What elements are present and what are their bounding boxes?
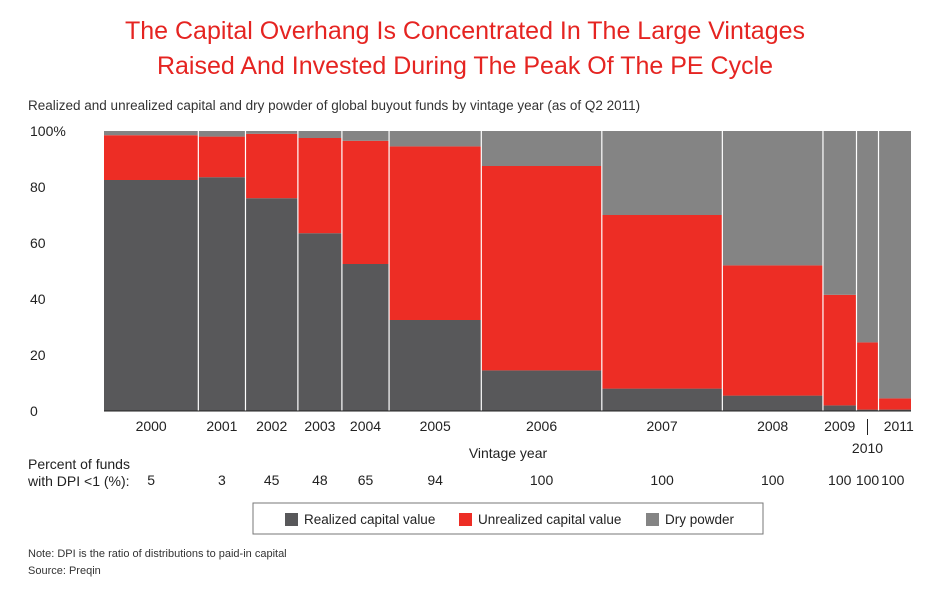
bar-2008-dry-powder bbox=[722, 131, 823, 266]
x-axis-label: Vintage year bbox=[469, 445, 548, 461]
dpi-value: 94 bbox=[427, 472, 443, 488]
dpi-label-line2: with DPI <1 (%): bbox=[27, 473, 130, 489]
x-axis: 2000 2001 2002 2003 2004 2005 2006 2007 2008 2009… bbox=[104, 410, 914, 456]
dpi-value: 3 bbox=[218, 472, 226, 488]
bar-2007-realized bbox=[601, 388, 723, 411]
x-tick-label: 2010 bbox=[852, 440, 883, 456]
bar-2006-unrealized bbox=[481, 166, 602, 371]
dpi-value: 100 bbox=[881, 472, 905, 488]
chart-subtitle: Realized and unrealized capital and dry … bbox=[28, 98, 640, 113]
bar-2005-unrealized bbox=[389, 146, 482, 320]
y-tick-label: 80 bbox=[30, 179, 46, 195]
bar-2004-dry-powder bbox=[341, 131, 390, 141]
bar-2008-unrealized bbox=[722, 265, 823, 396]
bar-2004-unrealized bbox=[341, 140, 390, 264]
bar-2001-dry-powder bbox=[198, 131, 246, 137]
x-tick-label: 2009 bbox=[824, 418, 855, 434]
dpi-value: 100 bbox=[828, 472, 852, 488]
legend-label-realized: Realized capital value bbox=[304, 512, 435, 527]
y-tick-label: 40 bbox=[30, 291, 46, 307]
bar-2000-dry-powder bbox=[104, 131, 199, 136]
bar-2002-unrealized bbox=[245, 133, 298, 199]
bar-2001-realized bbox=[198, 177, 246, 411]
bar-2009-dry-powder bbox=[822, 131, 857, 295]
bar-2004-realized bbox=[341, 264, 390, 411]
dpi-value: 100 bbox=[650, 472, 674, 488]
bar-2009-unrealized bbox=[822, 294, 857, 406]
chart-title-line1: The Capital Overhang Is Concentrated In … bbox=[125, 17, 805, 45]
dpi-value: 100 bbox=[856, 472, 880, 488]
bar-2001-unrealized bbox=[198, 136, 246, 178]
bar-2002-dry-powder bbox=[245, 131, 298, 134]
x-tick-label: 2007 bbox=[647, 418, 678, 434]
bar-2006-realized bbox=[481, 370, 602, 411]
legend-box bbox=[252, 502, 764, 535]
x-tick-label: 2005 bbox=[420, 418, 451, 434]
x-tick-label: 2011 bbox=[884, 418, 914, 434]
bar-2003-dry-powder bbox=[297, 131, 342, 138]
dpi-value: 65 bbox=[358, 472, 374, 488]
bar-2007-unrealized bbox=[601, 215, 723, 389]
bar-2010-dry-powder bbox=[856, 131, 879, 343]
bar-2009-realized bbox=[822, 405, 857, 411]
bar-2008-realized bbox=[722, 395, 823, 411]
bar-2005-dry-powder bbox=[389, 131, 482, 147]
bar-2011-realized bbox=[878, 409, 911, 411]
bar-2011-dry-powder bbox=[878, 131, 911, 399]
chart-title-line2: Raised And Invested During The Peak Of T… bbox=[157, 52, 773, 80]
bars-layer bbox=[104, 131, 911, 423]
bar-2003-realized bbox=[297, 233, 342, 411]
note-text: Note: DPI is the ratio of distributions … bbox=[28, 548, 287, 560]
legend-swatch-dry-powder bbox=[646, 513, 659, 526]
legend-swatch-realized bbox=[285, 513, 298, 526]
dpi-value: 45 bbox=[264, 472, 280, 488]
x-tick-label: 2003 bbox=[304, 418, 335, 434]
x-tick-label: 2004 bbox=[350, 418, 381, 434]
bar-2000-realized bbox=[104, 180, 199, 411]
bar-2007-dry-powder bbox=[601, 131, 723, 215]
bar-2002-realized bbox=[245, 198, 298, 411]
bar-2010-realized bbox=[856, 409, 879, 411]
y-tick-label: 100% bbox=[30, 123, 66, 139]
bar-2006-dry-powder bbox=[481, 131, 602, 166]
x-tick-label: 2001 bbox=[206, 418, 237, 434]
y-axis: 100% 80 60 40 20 0 bbox=[30, 123, 66, 419]
bar-2000-unrealized bbox=[104, 135, 199, 180]
legend-swatch-unrealized bbox=[459, 513, 472, 526]
x-tick-label: 2006 bbox=[526, 418, 557, 434]
dpi-value: 100 bbox=[530, 472, 554, 488]
bar-2010-unrealized bbox=[856, 342, 879, 410]
x-tick-label: 2002 bbox=[256, 418, 287, 434]
legend: Realized capital value Unrealized capita… bbox=[252, 502, 764, 535]
x-tick-label: 2000 bbox=[136, 418, 167, 434]
bar-2003-unrealized bbox=[297, 138, 342, 234]
dpi-value: 5 bbox=[147, 472, 155, 488]
y-tick-label: 60 bbox=[30, 235, 46, 251]
x-tick-label: 2008 bbox=[757, 418, 788, 434]
dpi-value: 48 bbox=[312, 472, 328, 488]
bar-2005-realized bbox=[389, 320, 482, 411]
dpi-label-line1: Percent of funds bbox=[28, 456, 130, 472]
dpi-values: 5 3 45 48 65 94 100 100 100 100 100 100 bbox=[147, 472, 904, 488]
source-text: Source: Preqin bbox=[28, 565, 101, 577]
legend-label-unrealized: Unrealized capital value bbox=[478, 512, 621, 527]
y-tick-label: 20 bbox=[30, 347, 46, 363]
dpi-value: 100 bbox=[761, 472, 785, 488]
legend-label-dry-powder: Dry powder bbox=[665, 512, 735, 527]
y-tick-label: 0 bbox=[30, 403, 38, 419]
bar-2011-unrealized bbox=[878, 398, 911, 410]
